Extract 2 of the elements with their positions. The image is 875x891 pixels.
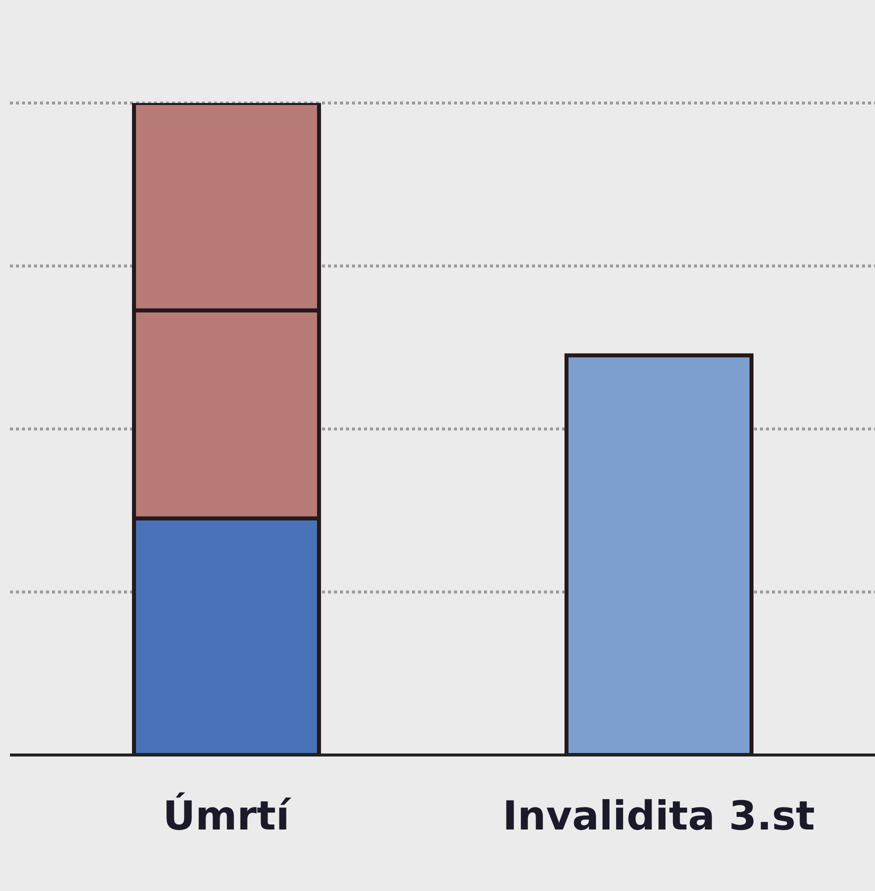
x-tick-label: Úmrtí bbox=[162, 791, 292, 840]
x-tick-label: Invalidita 3.st bbox=[502, 793, 815, 840]
